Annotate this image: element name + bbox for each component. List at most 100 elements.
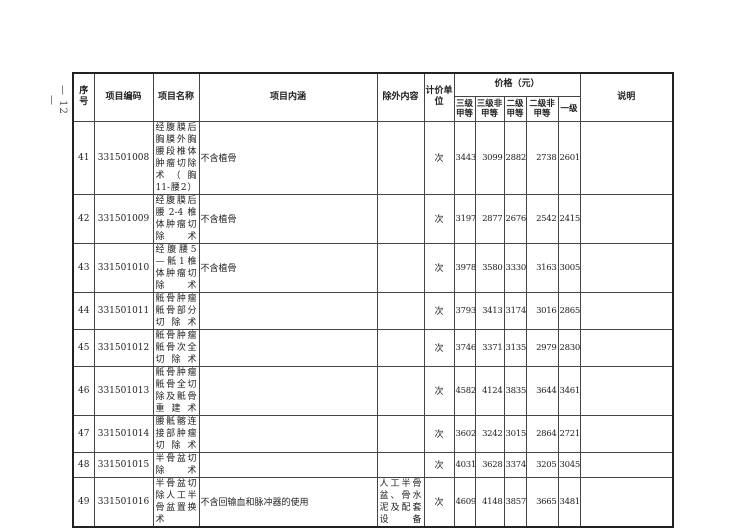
row-unit: 次 [423,414,455,453]
row-excluded [376,291,425,330]
row-price-1: 4031 [453,451,476,478]
row-price-5: 3481 [557,476,581,527]
row-note [579,291,674,330]
row-no: 45 [72,328,95,367]
row-price-4: 2864 [525,414,559,453]
row-price-1: 3978 [453,242,476,293]
row-content: 不含植骨 [198,193,378,244]
row-price-2: 4124 [474,365,505,416]
header-unit: 计价单位 [423,72,455,122]
row-price-1: 3602 [453,414,476,453]
row-price-5: 2415 [557,193,581,244]
row-price-2: 3580 [474,242,505,293]
row-price-3: 2676 [503,193,527,244]
row-content [198,414,378,453]
header-price: 价格（元） [453,72,581,97]
header-price-5: 一级 [557,95,581,122]
row-content [198,291,378,330]
row-price-4: 2979 [525,328,559,367]
row-no: 46 [72,365,95,416]
row-price-1: 4609 [453,476,476,527]
row-name: 腰骶髂连接部肿瘤切除术 [152,414,200,453]
row-price-5: 3461 [557,365,581,416]
row-excluded [376,242,425,293]
table-row: 45 331501012 骶骨肿瘤骶骨次全切除术 次 3746 3371 3135 2979 2… [72,328,674,367]
row-no: 43 [72,242,95,293]
price-table: 序号 项目编码 项目名称 项目内涵 除外内容 计价单位 价格（元） 说明 三级甲… [72,72,675,528]
row-no: 44 [72,291,95,330]
row-code: 331501012 [93,328,154,367]
row-price-2: 3413 [474,291,505,330]
table-row: 47 331501014 腰骶髂连接部肿瘤切除术 次 3602 3242 3015 2864 2… [72,414,674,453]
row-price-2: 3242 [474,414,505,453]
row-price-1: 4582 [453,365,476,416]
row-price-1: 3793 [453,291,476,330]
row-name: 经腹腰5—骶1椎体肿瘤切除术 [152,242,200,293]
row-content: 不含回输血和脉冲器的使用 [198,476,378,527]
row-excluded [376,328,425,367]
row-name: 骶骨肿瘤骶骨部分切除术 [152,291,200,330]
row-name: 骶骨肿瘤骶骨次全切除术 [152,328,200,367]
row-price-2: 3099 [474,120,505,195]
row-price-3: 3174 [503,291,527,330]
row-note [579,120,674,195]
row-code: 331501009 [93,193,154,244]
row-content: 不含植骨 [198,120,378,195]
header-price-1: 三级甲等 [453,95,476,122]
row-unit: 次 [423,291,455,330]
row-code: 331501008 [93,120,154,195]
row-price-2: 2877 [474,193,505,244]
row-price-4: 2542 [525,193,559,244]
row-unit: 次 [423,451,455,478]
row-note [579,365,674,416]
row-unit: 次 [423,365,455,416]
row-price-5: 2865 [557,291,581,330]
row-note [579,193,674,244]
row-excluded [376,365,425,416]
row-excluded [376,451,425,478]
row-price-4: 3644 [525,365,559,416]
row-content [198,451,378,478]
row-code: 331501013 [93,365,154,416]
row-price-4: 3205 [525,451,559,478]
row-unit: 次 [423,120,455,195]
row-price-4: 3665 [525,476,559,527]
row-name: 经腹膜后胸膜外胸腰段椎体肿瘤切除术（胸11-腰2） [152,120,200,195]
row-price-5: 3005 [557,242,581,293]
row-no: 42 [72,193,95,244]
header-name: 项目名称 [152,72,200,122]
page-number: — 12 — [46,85,68,115]
row-price-1: 3443 [453,120,476,195]
row-price-3: 2882 [503,120,527,195]
row-price-5: 2721 [557,414,581,453]
row-price-2: 3628 [474,451,505,478]
row-price-4: 3016 [525,291,559,330]
row-price-3: 3015 [503,414,527,453]
row-excluded [376,120,425,195]
row-name: 半骨盆切除人工半骨盆置换术 [152,476,200,527]
header-content: 项目内涵 [198,72,378,122]
row-unit: 次 [423,193,455,244]
row-note [579,242,674,293]
row-excluded [376,193,425,244]
row-code: 331501010 [93,242,154,293]
row-content [198,328,378,367]
row-note [579,328,674,367]
row-unit: 次 [423,476,455,527]
table-row: 42 331501009 经腹膜后腰2-4椎体肿瘤切除术 不含植骨次 3197 2877 2… [72,193,674,244]
row-name: 经腹膜后腰2-4椎体肿瘤切除术 [152,193,200,244]
header-code: 项目编码 [93,72,154,122]
row-price-2: 4148 [474,476,505,527]
row-unit: 次 [423,328,455,367]
row-name: 骶骨肿瘤骶骨全切除及骶骨重建术 [152,365,200,416]
row-price-1: 3197 [453,193,476,244]
table-row: 44 331501011 骶骨肿瘤骶骨部分切除术 次 3793 3413 3174 3016 2… [72,291,674,330]
row-no: 47 [72,414,95,453]
row-content [198,365,378,416]
row-excluded: 人工半骨盆、骨水泥及配套设备 [376,476,425,527]
row-unit: 次 [423,242,455,293]
table-row: 46 331501013 骶骨肿瘤骶骨全切除及骶骨重建术次 4582 4124 3835 3… [72,365,674,416]
header-price-3: 二级甲等 [503,95,527,122]
table-row: 49 331501016 半骨盆切除人工半骨盆置换术 不含回输血和脉冲器的使用 人工半骨… [72,476,674,527]
header-price-2: 三级非甲等 [474,95,505,122]
